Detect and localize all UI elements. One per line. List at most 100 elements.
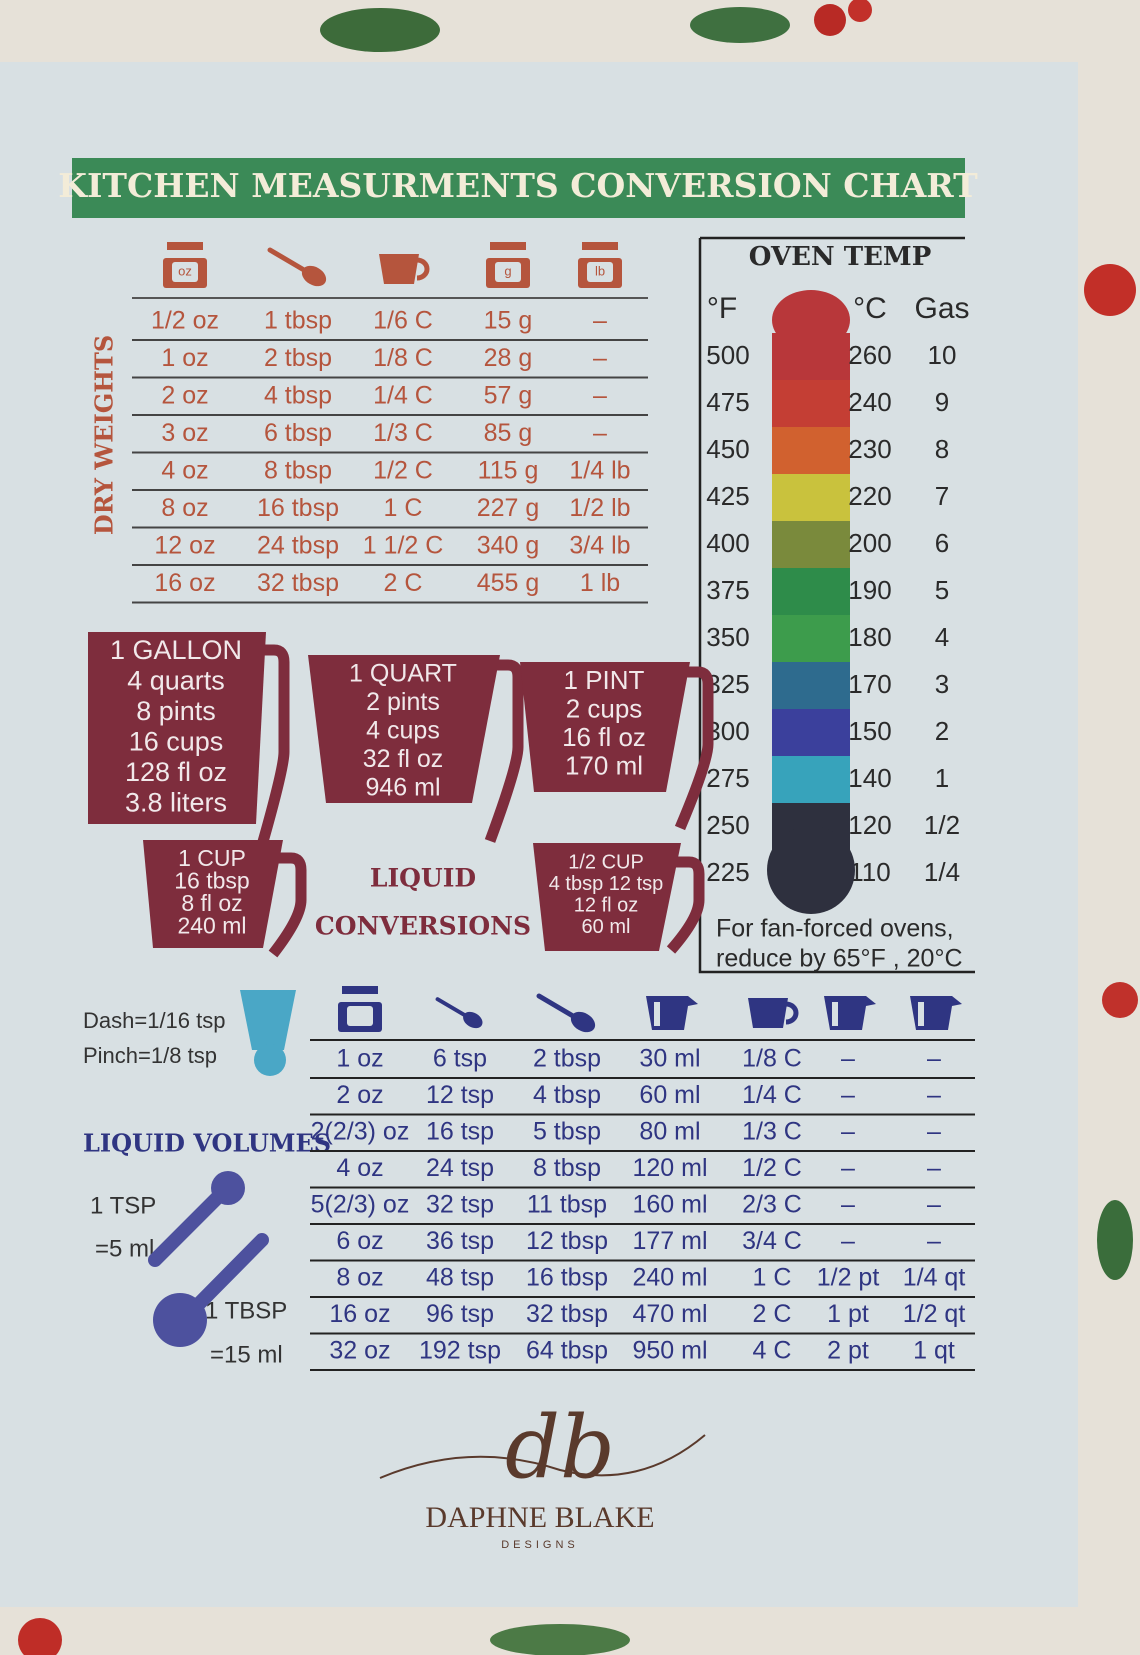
oven-cell: 3 [935,669,949,699]
oven-cell: 250 [706,810,749,840]
cell: 15 g [484,307,533,335]
cell: 36 tsp [426,1227,494,1255]
thermometer [772,521,850,569]
section-label: DRY WEIGHTS [90,335,119,535]
spoon-icon [536,993,576,1019]
shaker-icon [240,990,296,1050]
measuring-cup-icon [918,1002,924,1026]
cell: 5(2/3) oz [311,1191,410,1219]
container-text: 128 fl oz [125,757,227,787]
cell: 11 tbsp [527,1191,607,1219]
oven-cell: 150 [848,716,891,746]
cell: 1 1/2 C [363,532,444,560]
container-text: 8 pints [136,696,216,726]
cell: 1/3 C [373,419,433,447]
oven-cell: 375 [706,575,749,605]
oven-cell: 325 [706,669,749,699]
oven-header: °F [707,292,737,325]
cell: 80 ml [639,1118,700,1146]
container-handle [666,856,705,954]
cell: 4 tbsp [533,1081,601,1109]
cell: 60 ml [639,1081,700,1109]
scale-icon [495,262,521,282]
spoon-icon [153,1293,207,1347]
cell: 1/8 C [742,1045,802,1073]
cell: 177 ml [632,1227,707,1255]
thermometer [772,333,850,381]
cell: 12 tbsp [526,1227,608,1255]
oven-cell: 200 [848,528,891,558]
scale-label: oz [178,263,192,278]
cell: 2(2/3) oz [311,1118,410,1146]
cell: 3/4 lb [569,532,630,560]
container-text: 240 ml [177,913,246,939]
cell: 64 tbsp [526,1337,608,1365]
cell: 1/2 C [373,457,433,485]
container-text: 16 tbsp [174,868,249,894]
spoon-icon [435,997,467,1018]
oven-cell: 1/2 [924,810,960,840]
oven-cell: 240 [848,387,891,417]
cell: 2 tbsp [533,1045,601,1073]
thermometer-bulb [767,826,855,914]
cell: 32 tbsp [257,569,339,597]
cell: – [593,344,607,372]
cell: – [927,1227,941,1255]
oven-cell: 220 [848,481,891,511]
oven-cell: 190 [848,575,891,605]
cell: 4 C [753,1337,792,1365]
scale-label: g [504,263,511,278]
oven-cell: 8 [935,434,949,464]
cell: 470 ml [632,1300,707,1328]
cell: 1 C [753,1264,792,1292]
oven-header: Gas [914,292,969,325]
spoon-note: 1 TSP [90,1192,156,1219]
cell: 96 tsp [426,1300,494,1328]
oven-cell: 225 [706,857,749,887]
oven-cell: 4 [935,622,949,652]
oven-cell: 5 [935,575,949,605]
cell: 30 ml [639,1045,700,1073]
cell: 2 pt [827,1337,869,1365]
container-handle [484,659,524,843]
oven-cell: 180 [848,622,891,652]
thermometer [772,662,850,710]
cell: 28 g [484,344,533,372]
container-text: 8 fl oz [181,890,242,916]
note: Pinch=1/8 tsp [83,1043,217,1068]
oven-cell: 350 [706,622,749,652]
cell: 1/4 qt [903,1264,966,1292]
cell: 6 tsp [433,1045,487,1073]
section-label: LIQUID VOLUMES [83,1129,331,1158]
cell: – [841,1191,855,1219]
cell: 2 tbsp [264,344,332,372]
brand-tagline: DESIGNS [501,1539,579,1551]
thermometer [772,709,850,757]
oven-cell: 10 [928,340,957,370]
cell: 1 oz [336,1045,383,1073]
section-label: CONVERSIONS [315,912,531,941]
container-text: 1 QUART [349,660,457,688]
cell: 12 tsp [426,1081,494,1109]
cell: 2/3 C [742,1191,802,1219]
container [88,632,266,824]
cell: 1 lb [580,569,620,597]
spoon-icon [570,1011,596,1033]
container-text: 16 fl oz [562,722,646,752]
cell: 1/4 C [373,382,433,410]
thermometer [772,568,850,616]
cell: 4 tbsp [264,382,332,410]
shaker-icon [254,1044,286,1076]
oven-cell: 400 [706,528,749,558]
scale-icon [342,986,378,994]
cell: 1/2 C [742,1154,802,1182]
cell: 3/4 C [742,1227,802,1255]
oven-cell: 300 [706,716,749,746]
container-text: 2 pints [366,688,440,716]
oven-cell: 1/4 [924,857,960,887]
oven-cell: 6 [935,528,949,558]
scale-icon [172,262,198,282]
cell: 12 oz [154,532,215,560]
cell: – [927,1191,941,1219]
scale-icon [347,1006,373,1026]
